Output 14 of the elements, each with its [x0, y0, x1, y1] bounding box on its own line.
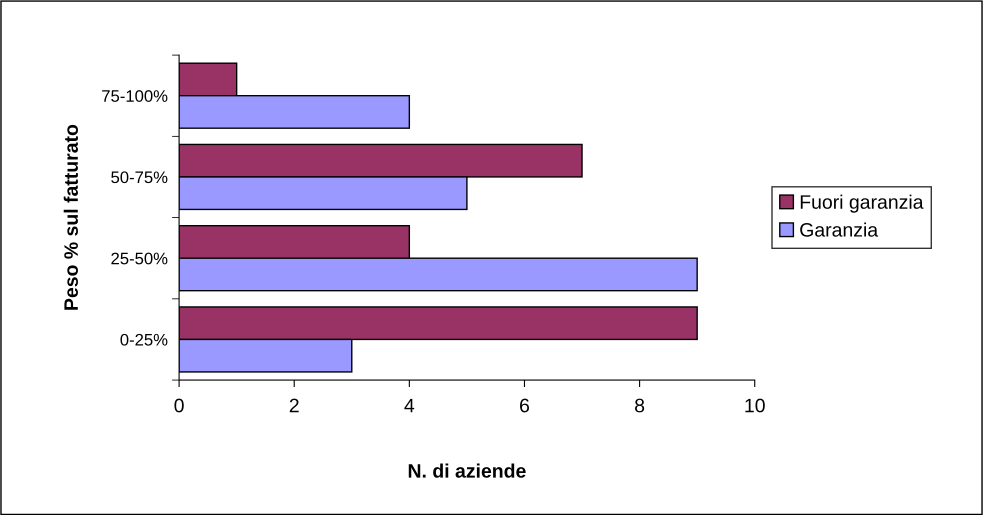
x-tick-label: 2 — [290, 398, 299, 412]
y-axis-title: Peso % sul fatturato — [64, 124, 78, 310]
legend-label: Fuori garanzia — [800, 194, 924, 213]
x-tick-label: 4 — [404, 398, 414, 412]
x-axis-title: N. di aziende — [408, 463, 526, 478]
x-tick-label: 10 — [745, 398, 765, 412]
y-tick-label: 0-25% — [120, 334, 168, 346]
legend-label: Garanzia — [800, 222, 878, 237]
x-tick-label: 8 — [635, 398, 644, 412]
y-tick-label: 25-50% — [111, 252, 168, 264]
y-tick-label: 50-75% — [111, 171, 168, 184]
x-tick-label: 6 — [520, 398, 530, 412]
y-tick-label: 75-100% — [102, 90, 168, 102]
x-tick-label: 0 — [174, 398, 184, 412]
